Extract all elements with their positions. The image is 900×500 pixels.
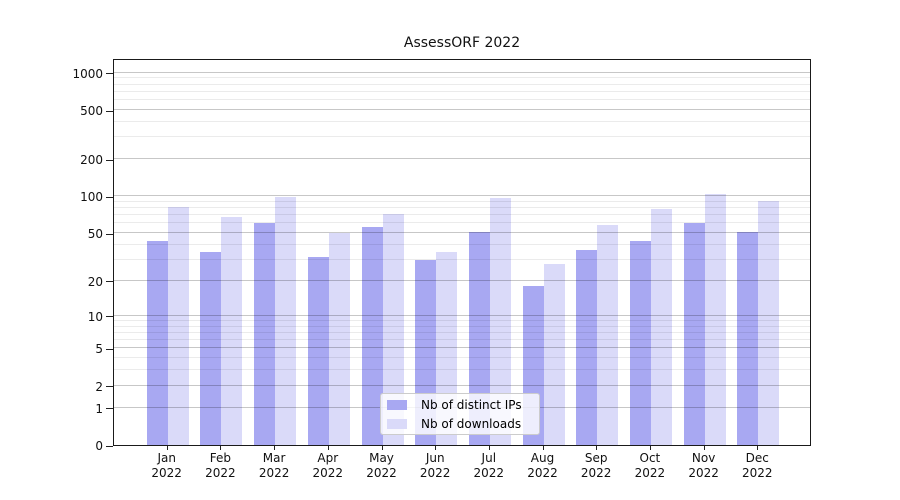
- bar-downloads-mar: [275, 197, 297, 445]
- y-tick-mark: [106, 445, 113, 447]
- bars-layer: [114, 60, 810, 445]
- x-tick-mark: [649, 446, 651, 450]
- x-tick-mark: [274, 446, 276, 450]
- x-tick-label: Jan 2022: [151, 451, 182, 480]
- legend-entry-distinct-ips: Nb of distinct IPs: [387, 396, 531, 413]
- y-tick-label: 5: [95, 342, 103, 357]
- bar-distinct-ips-jul: [468, 232, 490, 445]
- y-tick-mark: [106, 233, 113, 235]
- y-tick-label: 200: [80, 153, 103, 168]
- bar-downloads-apr: [328, 233, 350, 445]
- bar-distinct-ips-jan: [146, 241, 168, 445]
- bar-downloads-nov: [704, 194, 726, 445]
- x-tick-mark: [757, 446, 759, 450]
- x-tick-label: Feb 2022: [205, 451, 236, 480]
- x-tick-label: Nov 2022: [688, 451, 719, 480]
- x-tick-mark: [327, 446, 329, 450]
- plot-area: [113, 59, 811, 446]
- y-tick-mark: [106, 386, 113, 388]
- bar-downloads-oct: [650, 208, 672, 445]
- y-tick-label: 1000: [72, 66, 103, 81]
- x-tick-label: Jun 2022: [419, 451, 451, 480]
- x-tick-label: Apr 2022: [312, 451, 344, 480]
- chart-title: AssessORF 2022: [403, 35, 521, 51]
- y-tick-mark: [106, 281, 113, 283]
- y-tick-mark: [106, 348, 113, 350]
- x-tick-mark: [220, 446, 222, 450]
- bar-distinct-ips-may: [361, 227, 383, 445]
- bar-downloads-jan: [167, 206, 189, 445]
- x-tick-label: Sep 2022: [580, 451, 612, 480]
- legend-entry-downloads: Nb of downloads: [387, 415, 531, 432]
- x-tick-mark: [542, 446, 544, 450]
- bar-downloads-may: [382, 213, 404, 445]
- y-tick-label: 100: [80, 190, 103, 205]
- bar-distinct-ips-feb: [200, 251, 222, 445]
- x-tick-label: Dec 2022: [742, 451, 773, 480]
- x-tick-mark: [435, 446, 437, 450]
- y-tick-label: 0: [95, 439, 103, 453]
- x-tick-mark: [381, 446, 383, 450]
- x-tick-label: Jul 2022: [473, 451, 505, 480]
- bar-distinct-ips-mar: [254, 223, 276, 445]
- bar-distinct-ips-oct: [629, 241, 651, 445]
- y-tick-label: 1: [95, 401, 103, 416]
- x-tick-mark: [703, 446, 705, 450]
- y-tick-label: 20: [87, 274, 103, 289]
- y-tick-mark: [106, 73, 113, 75]
- bar-distinct-ips-sep: [576, 250, 598, 445]
- bar-distinct-ips-apr: [307, 256, 329, 445]
- y-tick-mark: [106, 159, 113, 161]
- legend-swatch-downloads: [387, 418, 407, 429]
- y-tick-label: 50: [87, 227, 103, 242]
- bar-downloads-dec: [758, 200, 780, 445]
- bar-downloads-sep: [597, 225, 619, 445]
- x-tick-label: May 2022: [366, 451, 397, 480]
- x-tick-mark: [166, 446, 168, 450]
- legend-label-downloads: Nb of downloads: [421, 416, 522, 431]
- y-tick-mark: [106, 196, 113, 198]
- bar-downloads-feb: [221, 216, 243, 445]
- bar-distinct-ips-nov: [683, 222, 705, 445]
- x-tick-label: Aug 2022: [527, 451, 558, 480]
- y-tick-mark: [106, 316, 113, 318]
- y-tick-label: 2: [95, 379, 103, 394]
- y-tick-label: 10: [87, 309, 103, 324]
- bar-distinct-ips-dec: [737, 232, 759, 445]
- legend-swatch-distinct-ips: [387, 399, 407, 410]
- bar-downloads-aug: [543, 263, 565, 445]
- y-tick-mark: [106, 408, 113, 410]
- y-tick-mark: [106, 110, 113, 112]
- x-tick-label: Mar 2022: [258, 451, 290, 480]
- x-tick-mark: [596, 446, 598, 450]
- legend: Nb of distinct IPs Nb of downloads: [380, 393, 540, 435]
- x-tick-mark: [488, 446, 490, 450]
- bar-downloads-jul: [489, 197, 511, 445]
- legend-label-distinct-ips: Nb of distinct IPs: [421, 397, 522, 412]
- y-tick-label: 500: [80, 104, 103, 118]
- x-tick-label: Oct 2022: [634, 451, 666, 480]
